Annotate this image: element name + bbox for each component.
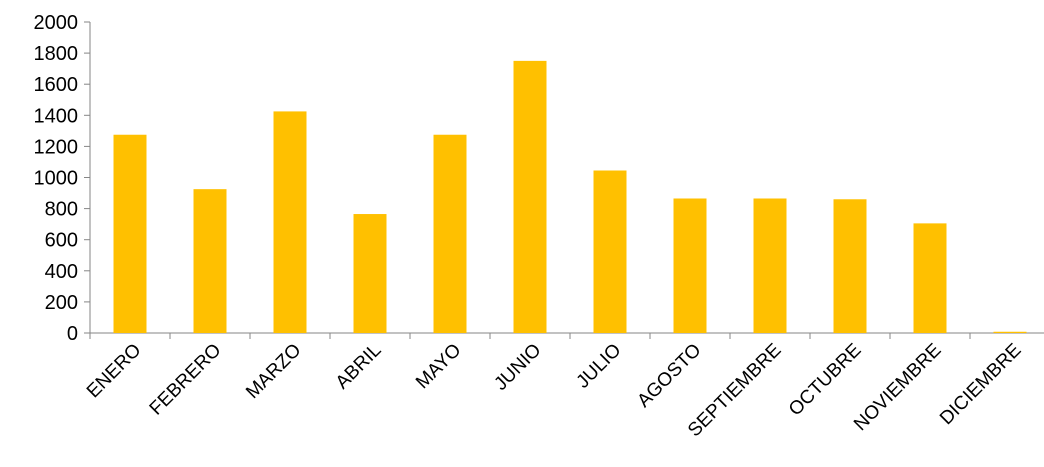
- y-tick-label: 1600: [34, 74, 79, 96]
- bar-diciembre: [993, 331, 1027, 333]
- bar-noviembre: [913, 223, 947, 333]
- y-tick-label: 1400: [34, 105, 79, 127]
- bar-abril: [353, 214, 387, 333]
- x-tick-label: JULIO: [573, 340, 626, 393]
- bar-mayo: [433, 134, 467, 333]
- bar-agosto: [673, 198, 707, 333]
- x-tick-label: ABRIL: [332, 340, 386, 394]
- x-tick-label: ENERO: [83, 340, 146, 403]
- bar-octubre: [833, 199, 867, 333]
- y-tick-label: 0: [67, 323, 78, 345]
- x-tick-label: MAYO: [412, 340, 465, 393]
- x-tick-label: OCTUBRE: [785, 340, 866, 421]
- bar-marzo: [273, 111, 307, 333]
- y-tick-label: 800: [45, 199, 78, 221]
- y-tick-label: 1800: [34, 43, 79, 65]
- bars: [113, 60, 1027, 333]
- x-tick-label: MARZO: [242, 340, 305, 403]
- x-axis: ENERO FEBRERO MARZO ABRIL MAYO JUNIO JULIO AGOS…: [83, 332, 1044, 441]
- y-tick-label: 1000: [34, 168, 79, 190]
- bar-septiembre: [753, 198, 787, 333]
- y-tick-label: 400: [45, 261, 78, 283]
- y-tick-label: 2000: [34, 12, 79, 34]
- y-tick-label: 200: [45, 292, 78, 314]
- x-tick-label: AGOSTO: [633, 340, 705, 412]
- bar-junio: [513, 60, 547, 333]
- bar-julio: [593, 170, 627, 333]
- bar-enero: [113, 134, 147, 333]
- x-tick-label: FEBRERO: [146, 340, 226, 420]
- x-tick-label: JUNIO: [490, 340, 545, 395]
- x-tick-label: DICIEMBRE: [936, 340, 1026, 430]
- y-tick-label: 600: [45, 230, 78, 252]
- y-axis: 0 200 400 600 800 1000 1200 1400 1600 1800 2000: [34, 12, 91, 345]
- bar-febrero: [193, 189, 227, 333]
- y-tick-label: 1200: [34, 136, 79, 158]
